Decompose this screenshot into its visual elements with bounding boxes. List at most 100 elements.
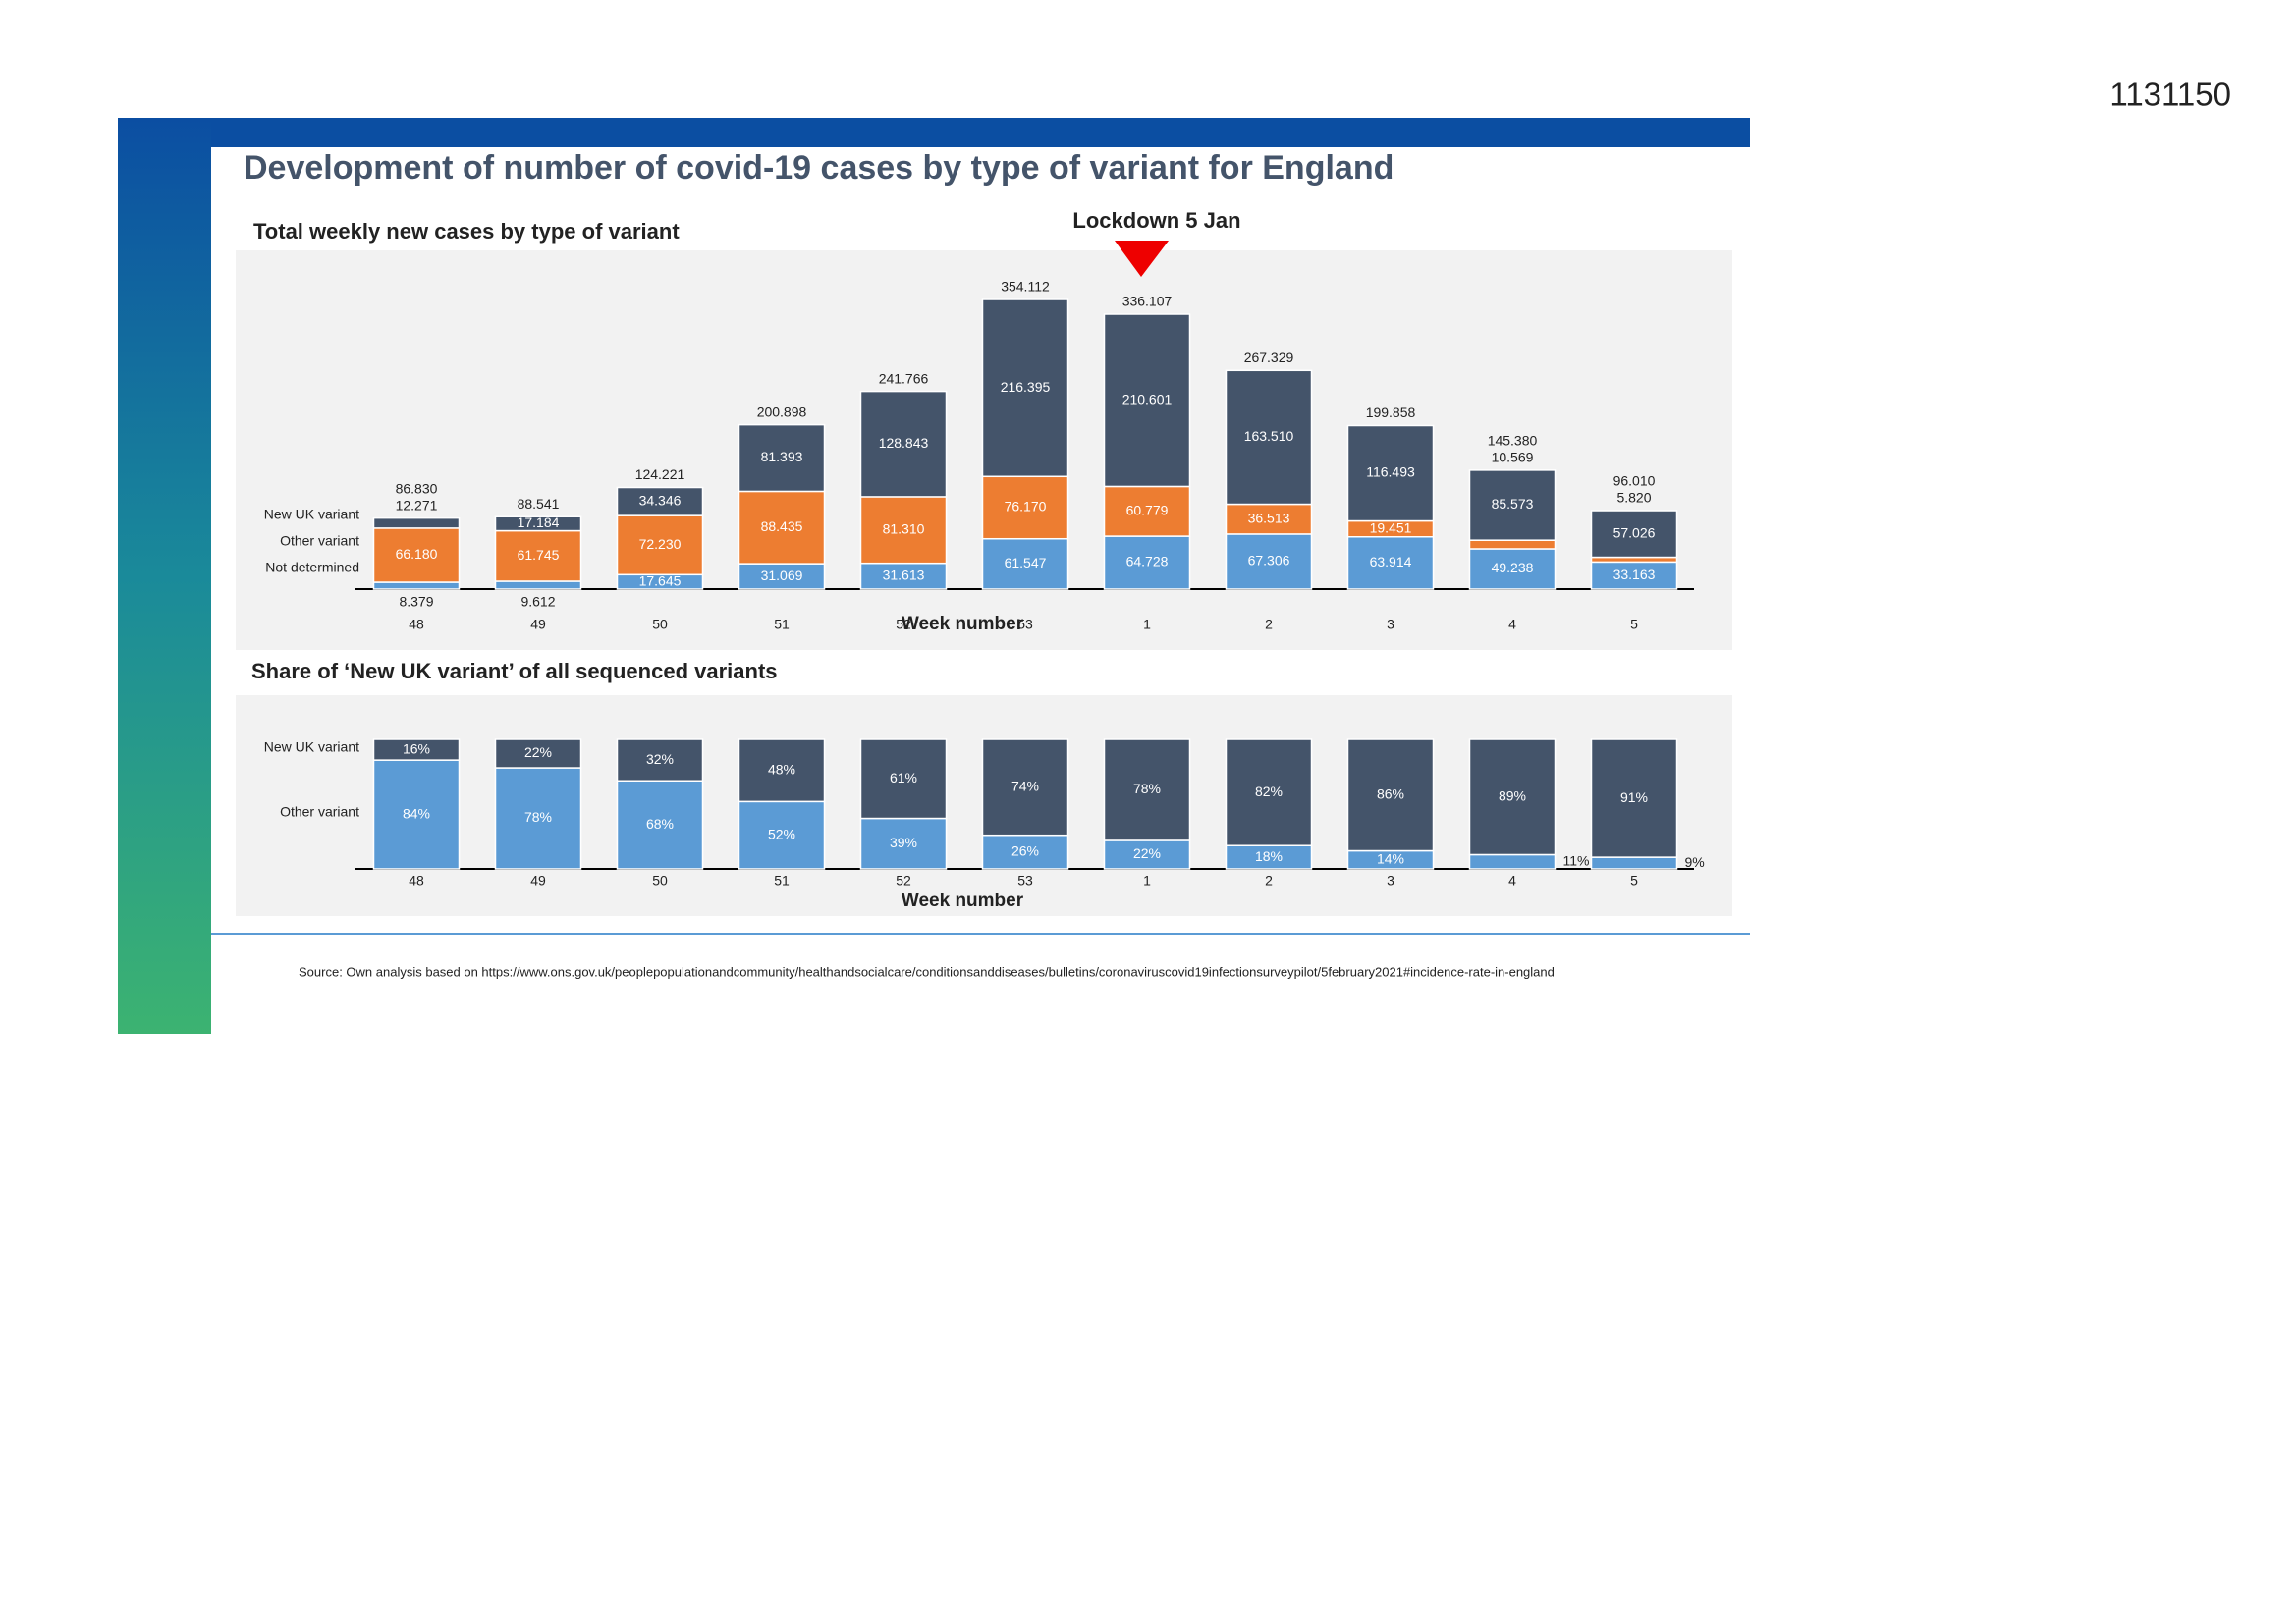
data-label: 88.435 — [761, 518, 803, 534]
bar-segment — [616, 738, 704, 782]
data-label: 85.573 — [1492, 496, 1534, 512]
total-label: 124.221 — [635, 466, 685, 482]
x-tick-label: 49 — [530, 617, 546, 632]
data-label: 86% — [1377, 785, 1404, 801]
x-tick-label: 1 — [1143, 873, 1151, 889]
data-label: 16% — [403, 740, 430, 756]
bar-segment — [859, 817, 948, 870]
x-tick-label: 1 — [1143, 617, 1151, 632]
bar-segment — [981, 537, 1069, 590]
data-label: 9.612 — [520, 594, 555, 610]
data-label: 163.510 — [1244, 428, 1294, 444]
data-label: 210.601 — [1122, 391, 1173, 406]
data-label: 52% — [768, 826, 795, 841]
bar-segment — [1346, 424, 1435, 522]
bar-segment — [494, 738, 582, 769]
bar-segment — [616, 780, 704, 870]
x-tick-label: 5 — [1630, 617, 1638, 632]
data-label: 19.451 — [1370, 519, 1412, 535]
bar-segment — [1468, 469, 1557, 541]
bar-segment — [981, 738, 1069, 837]
data-label: 66.180 — [396, 546, 438, 562]
data-label: 11% — [1563, 852, 1590, 868]
bar-segment — [1468, 853, 1557, 870]
bar-segment — [981, 298, 1069, 478]
data-label: 31.613 — [883, 568, 925, 583]
data-label: 17.184 — [518, 514, 560, 530]
data-label: 34.346 — [639, 493, 682, 509]
annotation-arrow — [1115, 241, 1169, 277]
data-label: 22% — [524, 744, 552, 760]
bar-segment — [1103, 313, 1191, 488]
data-label: 91% — [1620, 789, 1648, 805]
legend-label: Not determined — [265, 560, 359, 575]
x-tick-label: 50 — [652, 617, 668, 632]
total-label: 267.329 — [1244, 350, 1294, 365]
data-label: 63.914 — [1370, 554, 1412, 569]
data-label: 60.779 — [1126, 502, 1169, 517]
side-band — [118, 118, 211, 1034]
chart-title: Share of ‘New UK variant’ of all sequenc… — [251, 659, 778, 683]
data-label: 10.569 — [1492, 450, 1534, 465]
bar-segment — [1225, 533, 1313, 590]
x-tick-label: 51 — [774, 873, 790, 889]
bar-segment — [1590, 856, 1678, 870]
x-tick-label: 52 — [896, 617, 911, 632]
bar-segment — [1103, 485, 1191, 537]
bar-segment — [1103, 738, 1191, 841]
data-label: 76.170 — [1005, 499, 1047, 514]
data-label: 84% — [403, 805, 430, 821]
top-band — [118, 118, 1750, 147]
data-label: 61.547 — [1005, 555, 1047, 570]
bar-segment — [616, 486, 704, 516]
data-label: 12.271 — [396, 497, 438, 513]
bar-segment — [372, 759, 461, 870]
bar-segment — [1225, 738, 1313, 846]
data-label: 67.306 — [1248, 553, 1290, 568]
bar-segment — [372, 516, 461, 529]
x-tick-label: 48 — [409, 617, 424, 632]
legend-label: Other variant — [280, 533, 359, 549]
bar-segment — [1225, 369, 1313, 506]
total-label: 86.830 — [396, 480, 438, 496]
data-label: 74% — [1011, 779, 1039, 794]
bar-segment — [859, 496, 948, 565]
data-label: 8.379 — [399, 594, 433, 610]
legend-label: New UK variant — [264, 507, 359, 522]
annotation: Lockdown 5 Jan — [1072, 208, 1240, 233]
bar-segment — [1468, 539, 1557, 550]
data-label: 72.230 — [639, 536, 682, 552]
total-label: 336.107 — [1122, 294, 1173, 309]
data-label: 78% — [524, 809, 552, 825]
bar-segment — [1346, 738, 1435, 852]
data-label: 57.026 — [1613, 524, 1656, 540]
x-tick-label: 48 — [409, 873, 424, 889]
bar-segment — [859, 738, 948, 820]
doc-id: 1131150 — [2109, 77, 2231, 113]
data-label: 116.493 — [1366, 464, 1415, 480]
x-tick-label: 50 — [652, 873, 668, 889]
source: Source: Own analysis based on https://ww… — [299, 964, 1555, 979]
data-label: 89% — [1499, 787, 1526, 803]
data-label: 26% — [1011, 843, 1039, 859]
data-label: 31.069 — [761, 568, 803, 583]
total-label: 88.541 — [518, 496, 560, 512]
bar-segment — [859, 390, 948, 498]
data-label: 32% — [646, 751, 674, 767]
x-tick-label: 51 — [774, 617, 790, 632]
data-label: 18% — [1255, 848, 1283, 864]
x-axis-label: Week number — [902, 614, 1024, 634]
data-label: 39% — [890, 835, 917, 850]
x-tick-label: 4 — [1508, 873, 1516, 889]
legend-label: New UK variant — [264, 739, 359, 755]
data-label: 22% — [1133, 845, 1161, 861]
data-label: 14% — [1377, 850, 1404, 866]
bar-segment — [494, 515, 582, 532]
bar-segment — [859, 562, 948, 590]
data-label: 33.163 — [1613, 567, 1656, 582]
data-label: 68% — [646, 816, 674, 832]
bar-segment — [1468, 738, 1557, 856]
x-tick-label: 3 — [1387, 617, 1394, 632]
bar-segment — [738, 490, 826, 565]
